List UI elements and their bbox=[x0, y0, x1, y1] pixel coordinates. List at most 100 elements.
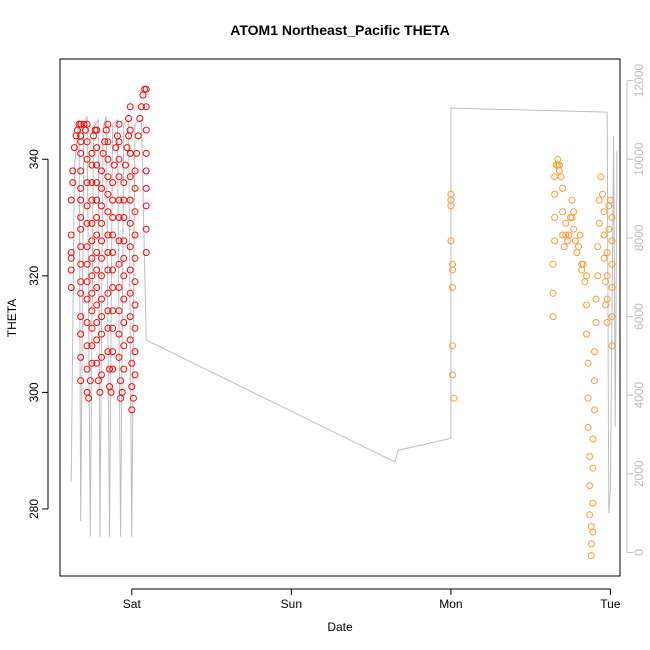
data-point-1-82 bbox=[606, 196, 614, 204]
x-axis: Sat Sun Mon Tue bbox=[123, 588, 621, 611]
data-point-0-62 bbox=[93, 126, 101, 134]
data-point-0-190 bbox=[142, 225, 150, 233]
data-point-0-166 bbox=[129, 394, 137, 402]
data-point-1-15 bbox=[551, 190, 559, 198]
data-point-0-84 bbox=[98, 254, 105, 262]
data-point-0-65 bbox=[93, 179, 101, 187]
data-point-1-16 bbox=[551, 173, 559, 181]
y2-tick-label-1: 2000 bbox=[632, 460, 646, 487]
data-point-0-4 bbox=[67, 231, 75, 239]
data-point-0-126 bbox=[115, 173, 123, 181]
data-point-0-74 bbox=[93, 336, 101, 344]
data-point-1-13 bbox=[551, 237, 559, 245]
y-tick-label-0: 280 bbox=[27, 499, 41, 519]
data-point-0-90 bbox=[99, 149, 107, 157]
data-point-0-170 bbox=[131, 301, 139, 309]
data-point-1-3 bbox=[447, 237, 455, 245]
data-point-0-178 bbox=[134, 132, 142, 140]
data-point-1-44 bbox=[583, 272, 590, 280]
data-point-1-85 bbox=[608, 260, 616, 268]
data-point-0-73 bbox=[93, 319, 101, 326]
data-point-0-50 bbox=[88, 307, 96, 315]
data-point-0-162 bbox=[126, 336, 134, 344]
data-point-0-165 bbox=[128, 406, 136, 414]
data-point-0-184 bbox=[142, 103, 150, 111]
x-tick-label-2: Mon bbox=[439, 597, 462, 611]
data-point-0-86 bbox=[98, 219, 105, 227]
data-point-0-96 bbox=[104, 173, 112, 181]
data-point-0-169 bbox=[131, 324, 139, 332]
data-point-0-68 bbox=[93, 231, 101, 239]
data-point-0-109 bbox=[109, 365, 117, 373]
data-point-0-71 bbox=[93, 284, 101, 291]
data-point-0-113 bbox=[109, 284, 117, 291]
data-point-0-187 bbox=[142, 167, 150, 175]
y-tick-label-2: 320 bbox=[27, 265, 41, 285]
data-point-0-75 bbox=[93, 359, 101, 367]
data-point-0-67 bbox=[93, 214, 101, 221]
data-point-0-177 bbox=[133, 149, 141, 157]
data-point-0-174 bbox=[131, 208, 139, 216]
y2-axis: 0 2000 4000 6000 8000 10000 12000 bbox=[626, 64, 646, 556]
data-point-0-179 bbox=[136, 115, 144, 122]
data-point-0-85 bbox=[98, 237, 105, 245]
data-point-1-43 bbox=[581, 278, 589, 286]
x-axis-label: Date bbox=[327, 620, 353, 634]
data-point-0-82 bbox=[98, 295, 105, 303]
data-point-0-120 bbox=[110, 161, 118, 169]
data-point-1-47 bbox=[584, 359, 592, 367]
data-point-0-125 bbox=[115, 155, 123, 163]
y2-tick-label-6: 12000 bbox=[632, 64, 646, 98]
data-point-0-95 bbox=[104, 155, 112, 163]
data-point-0-117 bbox=[109, 214, 117, 221]
data-point-0-41 bbox=[83, 319, 91, 326]
x-tick-label-3: Tue bbox=[600, 597, 621, 611]
data-point-0-8 bbox=[70, 144, 78, 152]
data-point-0-156 bbox=[126, 196, 134, 204]
depth-series-line bbox=[70, 107, 618, 537]
data-point-1-68 bbox=[595, 196, 603, 204]
data-point-0-52 bbox=[88, 272, 96, 280]
data-point-0-83 bbox=[98, 272, 105, 280]
y2-tick-label-2: 4000 bbox=[632, 381, 646, 408]
data-point-1-86 bbox=[608, 284, 616, 291]
data-point-1-34 bbox=[570, 208, 578, 216]
data-point-1-46 bbox=[583, 330, 590, 338]
data-point-0-37 bbox=[83, 243, 91, 251]
data-point-1-22 bbox=[557, 173, 565, 181]
data-point-0-136 bbox=[117, 394, 125, 402]
data-point-0-189 bbox=[142, 202, 150, 210]
data-point-1-70 bbox=[599, 190, 606, 198]
data-point-1-67 bbox=[595, 219, 603, 227]
data-point-1-87 bbox=[608, 313, 616, 321]
data-point-1-53 bbox=[587, 523, 595, 530]
data-point-1-26 bbox=[560, 243, 568, 251]
data-point-1-41 bbox=[578, 266, 586, 274]
data-point-0-54 bbox=[88, 237, 96, 245]
plot-frame bbox=[59, 58, 621, 577]
data-point-1-51 bbox=[586, 482, 594, 490]
data-point-0-181 bbox=[139, 91, 147, 99]
data-point-0-158 bbox=[126, 243, 134, 251]
data-point-1-8 bbox=[449, 371, 456, 379]
data-point-0-70 bbox=[93, 266, 101, 274]
y2-tick-label-3: 6000 bbox=[632, 303, 646, 330]
data-point-0-97 bbox=[104, 190, 112, 198]
data-point-0-55 bbox=[88, 219, 96, 227]
data-point-0-48 bbox=[88, 342, 96, 350]
data-point-0-76 bbox=[94, 377, 102, 385]
data-point-0-33 bbox=[83, 155, 91, 163]
data-point-0-24 bbox=[77, 289, 85, 297]
data-points bbox=[67, 85, 616, 560]
data-point-0-39 bbox=[83, 278, 91, 286]
data-point-0-6 bbox=[69, 179, 77, 187]
data-point-1-73 bbox=[600, 254, 608, 262]
data-point-1-5 bbox=[449, 266, 456, 274]
data-point-1-7 bbox=[449, 342, 456, 350]
data-point-1-80 bbox=[605, 225, 613, 233]
data-point-0-57 bbox=[88, 179, 96, 187]
data-point-1-58 bbox=[589, 464, 597, 472]
data-point-0-101 bbox=[104, 266, 112, 274]
data-point-1-77 bbox=[603, 295, 611, 303]
